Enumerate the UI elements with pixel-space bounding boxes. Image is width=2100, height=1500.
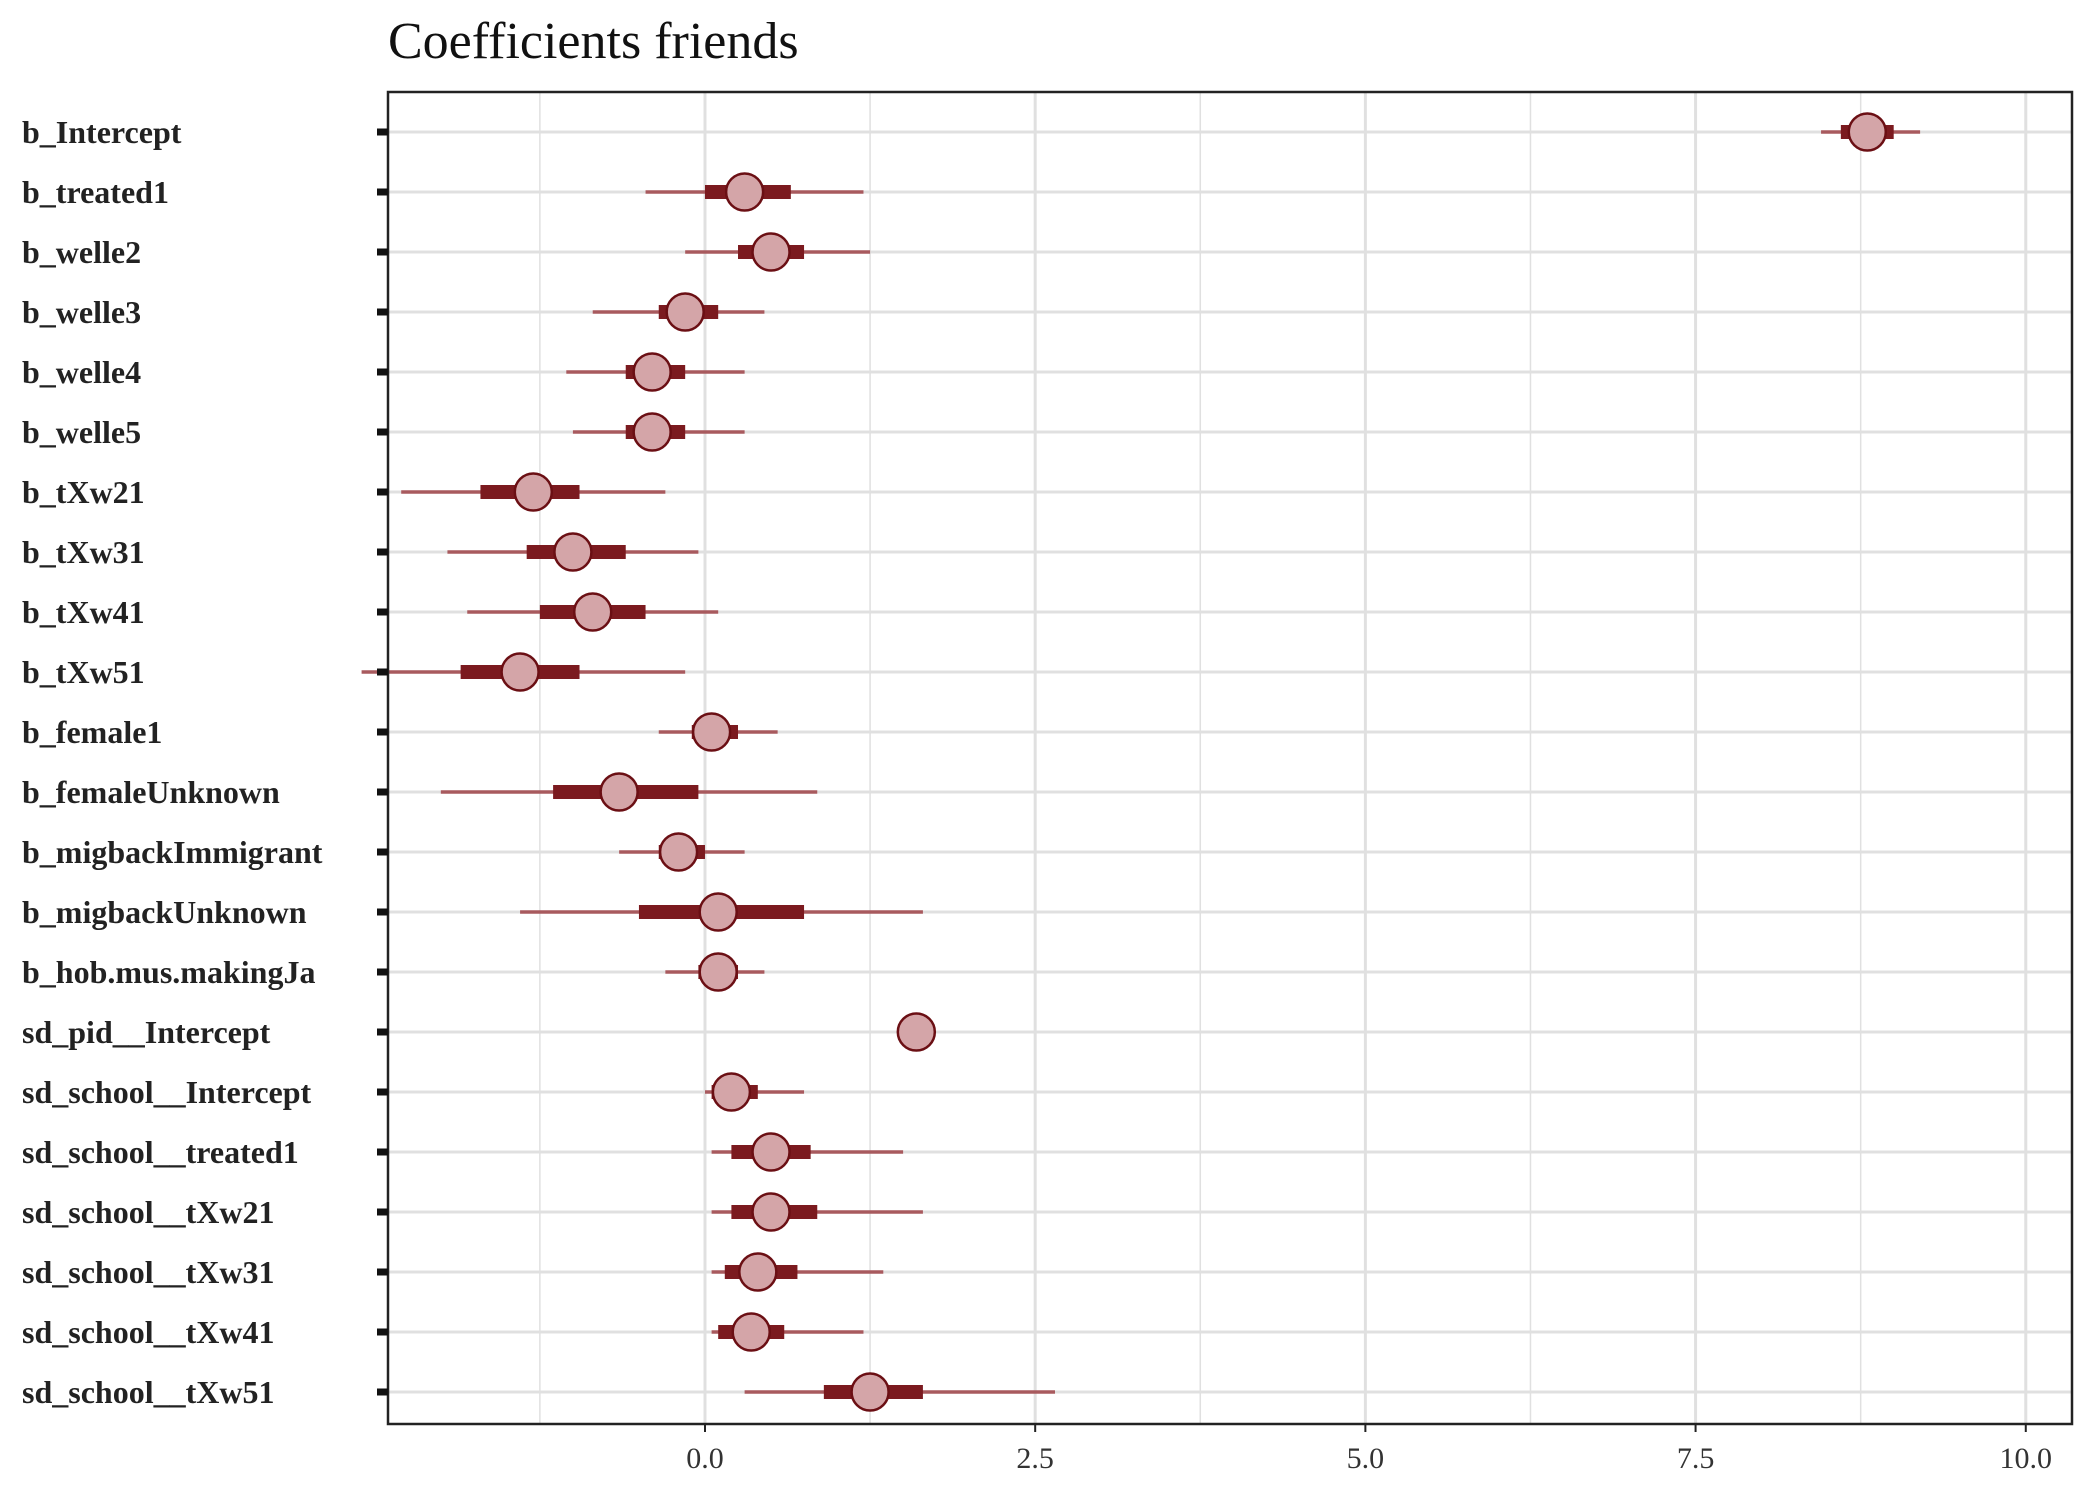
x-axis-tick-label: 10.0 <box>2000 1442 2053 1475</box>
y-axis-label: b_migbackImmigrant <box>22 834 323 870</box>
y-axis-label: b_femaleUnknown <box>22 774 280 810</box>
y-axis-label: b_tXw21 <box>22 474 145 510</box>
y-axis-label: b_welle3 <box>22 294 141 330</box>
y-axis-label: b_welle4 <box>22 354 141 390</box>
y-axis-label: sd_school__Intercept <box>22 1074 312 1110</box>
y-axis-ticks <box>377 128 388 1396</box>
y-axis-label: b_treated1 <box>22 174 169 210</box>
y-axis-label: b_hob.mus.makingJa <box>22 954 315 990</box>
y-axis-label: b_tXw31 <box>22 534 145 570</box>
plot-panel-border <box>386 90 2074 1426</box>
point-estimate <box>731 1312 771 1352</box>
point-estimate <box>500 652 540 692</box>
point-estimate <box>599 772 639 812</box>
point-estimate <box>1847 112 1888 152</box>
point-estimate <box>738 1252 778 1292</box>
x-axis-tick-label: 2.5 <box>1016 1442 1054 1475</box>
point-estimate <box>896 1012 937 1052</box>
y-axis-label: sd_school__tXw21 <box>22 1194 274 1230</box>
point-estimate <box>724 172 765 212</box>
x-axis-tick-label: 0.0 <box>686 1442 724 1475</box>
point-estimate <box>691 712 732 752</box>
point-estimate <box>665 292 705 332</box>
x-axis-tick-label: 5.0 <box>1347 1442 1385 1475</box>
point-estimate <box>553 532 593 572</box>
y-axis-label: sd_school__tXw51 <box>22 1374 274 1410</box>
y-axis-label: sd_school__tXw41 <box>22 1314 274 1350</box>
point-estimate <box>513 472 554 512</box>
x-axis-ticks: 0.0 2.5 5.0 7.5 10.0 <box>686 1424 2052 1475</box>
point-estimate <box>751 1192 791 1232</box>
point-estimate <box>751 232 791 272</box>
horizontal-gridlines <box>388 130 2072 1394</box>
y-axis-label: sd_school__tXw31 <box>22 1254 274 1290</box>
interval-marks <box>361 112 1921 1412</box>
point-estimate <box>632 352 672 392</box>
y-axis-label: b_welle2 <box>22 234 141 270</box>
x-axis-tick-label: 7.5 <box>1677 1442 1715 1475</box>
y-axis-label: sd_school__treated1 <box>22 1134 299 1170</box>
y-axis-label: b_welle5 <box>22 414 141 450</box>
y-axis-label: b_tXw51 <box>22 654 145 690</box>
y-axis-label: sd_pid__Intercept <box>22 1014 271 1050</box>
chart-title: Coefficients friends <box>388 13 799 70</box>
point-estimate <box>572 592 613 632</box>
y-axis-label: b_female1 <box>22 714 162 750</box>
point-estimate <box>711 1072 752 1112</box>
y-axis-label: b_Intercept <box>22 114 182 150</box>
point-estimate <box>698 892 738 932</box>
point-estimate <box>632 412 672 452</box>
y-axis-labels: b_Intercept b_treated1 b_welle2 b_welle3 b_w… <box>22 114 323 1410</box>
y-axis-label: b_tXw41 <box>22 594 145 630</box>
point-estimate <box>658 832 699 872</box>
point-estimate <box>850 1372 890 1412</box>
point-estimate <box>698 952 738 992</box>
y-axis-label: b_migbackUnknown <box>22 894 307 930</box>
point-estimate <box>751 1132 791 1172</box>
